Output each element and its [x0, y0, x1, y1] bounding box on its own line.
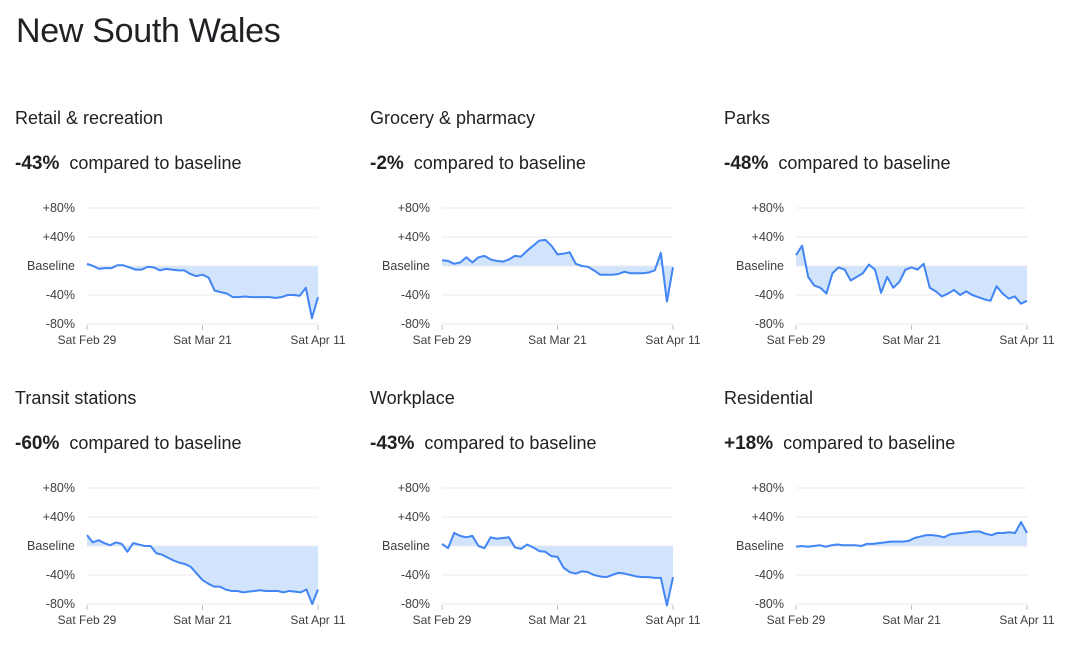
- chart-panel-residential: Residential +18% compared to baseline +80…: [724, 388, 1064, 648]
- y-tick-label: Baseline: [382, 259, 430, 273]
- x-tick-label: Sat Apr 11: [645, 613, 700, 627]
- y-tick-label: Baseline: [27, 259, 75, 273]
- series-line: [86, 534, 319, 605]
- chart-headline: -43% compared to baseline: [15, 153, 241, 175]
- y-tick-label: Baseline: [736, 259, 784, 273]
- area-fill: [442, 532, 673, 606]
- x-tick-label: Sat Feb 29: [413, 613, 472, 627]
- headline-text: compared to baseline: [424, 433, 597, 453]
- x-tick-label: Sat Apr 11: [290, 613, 345, 627]
- headline-value: +18%: [724, 433, 774, 454]
- y-tick-label: Baseline: [27, 539, 75, 553]
- y-tick-label: +40%: [43, 510, 75, 524]
- x-tick-label: Sat Feb 29: [58, 333, 117, 347]
- chart-title: Workplace: [370, 388, 455, 408]
- x-tick-label: Sat Apr 11: [999, 333, 1054, 347]
- chart-svg-grocery-pharmacy: +80% +40% Baseline -40% -80% Sat Feb 29 Sat Ma…: [382, 201, 701, 347]
- x-tick-label: Sat Mar 21: [173, 333, 232, 347]
- y-tick-label: +40%: [398, 230, 430, 244]
- headline-value: -43%: [370, 433, 415, 454]
- chart-title: Residential: [724, 388, 814, 408]
- chart-panel-workplace: Workplace -43% compared to baseline +80% +…: [370, 388, 710, 648]
- x-tick-label: Sat Feb 29: [767, 613, 826, 627]
- y-tick-label: -40%: [401, 288, 430, 302]
- series-line: [441, 238, 674, 303]
- x-tick-label: Sat Apr 11: [645, 333, 700, 347]
- chart-title: Parks: [724, 108, 771, 128]
- chart-headline: -2% compared to baseline: [370, 153, 586, 175]
- x-tick-label: Sat Feb 29: [413, 333, 472, 347]
- y-tick-label: +40%: [752, 510, 784, 524]
- y-tick-label: Baseline: [382, 539, 430, 553]
- headline-text: compared to baseline: [783, 433, 956, 453]
- y-tick-label: +80%: [398, 481, 430, 495]
- x-tick-label: Sat Mar 21: [882, 613, 941, 627]
- series-line: [795, 244, 1028, 305]
- series-line: [441, 531, 674, 607]
- area-fill: [87, 535, 318, 604]
- x-tick-label: Sat Apr 11: [999, 613, 1054, 627]
- series-line: [795, 521, 1028, 548]
- chart-panel-grocery-pharmacy: Grocery & pharmacy -2% compared to baseli…: [370, 108, 710, 368]
- area-fill: [796, 245, 1027, 304]
- y-tick-label: +40%: [752, 230, 784, 244]
- chart-headline: -60% compared to baseline: [15, 433, 241, 455]
- chart-svg-parks: +80% +40% Baseline -40% -80% Sat Feb 29 Sat Ma…: [736, 201, 1055, 347]
- headline-value: -2%: [370, 153, 404, 174]
- chart-title: Retail & recreation: [15, 108, 164, 128]
- chart-headline: -43% compared to baseline: [370, 433, 596, 455]
- y-tick-label: -80%: [755, 597, 784, 611]
- headline-text: compared to baseline: [69, 153, 242, 173]
- y-tick-label: -40%: [401, 568, 430, 582]
- area-fill: [87, 263, 318, 319]
- y-tick-label: -80%: [401, 317, 430, 331]
- y-tick-label: -80%: [401, 597, 430, 611]
- headline-value: -43%: [15, 153, 60, 174]
- x-tick-label: Sat Feb 29: [58, 613, 117, 627]
- x-tick-label: Sat Feb 29: [767, 333, 826, 347]
- y-tick-label: +40%: [43, 230, 75, 244]
- chart-svg-retail-recreation: +80% +40% Baseline -40% -80% Sat Feb 29 Sat Ma…: [27, 201, 346, 347]
- chart-headline: +18% compared to baseline: [724, 433, 955, 455]
- chart-headline: -48% compared to baseline: [724, 153, 950, 175]
- x-tick-label: Sat Mar 21: [528, 613, 587, 627]
- y-tick-label: +80%: [752, 481, 784, 495]
- y-tick-label: +80%: [43, 481, 75, 495]
- y-tick-label: -40%: [755, 288, 784, 302]
- area-fill: [796, 522, 1027, 547]
- y-tick-label: +80%: [43, 201, 75, 215]
- x-tick-label: Sat Apr 11: [290, 333, 345, 347]
- y-tick-label: -80%: [46, 597, 75, 611]
- y-tick-label: +40%: [398, 510, 430, 524]
- series-line: [86, 262, 319, 320]
- headline-value: -48%: [724, 153, 769, 174]
- chart-panel-retail-recreation: Retail & recreation -43% compared to base…: [15, 108, 355, 368]
- y-tick-label: -40%: [46, 568, 75, 582]
- chart-title: Grocery & pharmacy: [370, 108, 536, 128]
- chart-svg-transit-stations: +80% +40% Baseline -40% -80% Sat Feb 29 Sat Ma…: [27, 481, 346, 627]
- x-tick-label: Sat Mar 21: [882, 333, 941, 347]
- x-tick-label: Sat Mar 21: [173, 613, 232, 627]
- chart-panel-transit-stations: Transit stations -60% compared to baselin…: [15, 388, 355, 648]
- area-fill: [442, 239, 673, 302]
- page-title: New South Wales: [16, 12, 281, 50]
- headline-text: compared to baseline: [69, 433, 242, 453]
- chart-panel-parks: Parks -48% compared to baseline +80% +40% B…: [724, 108, 1064, 368]
- y-tick-label: -40%: [755, 568, 784, 582]
- chart-svg-residential: +80% +40% Baseline -40% -80% Sat Feb 29 Sat Ma…: [736, 481, 1055, 627]
- y-tick-label: Baseline: [736, 539, 784, 553]
- y-tick-label: -80%: [46, 317, 75, 331]
- chart-title: Transit stations: [15, 388, 137, 408]
- headline-text: compared to baseline: [778, 153, 951, 173]
- headline-value: -60%: [15, 433, 60, 454]
- y-tick-label: +80%: [398, 201, 430, 215]
- headline-text: compared to baseline: [413, 153, 586, 173]
- y-tick-label: +80%: [752, 201, 784, 215]
- x-tick-label: Sat Mar 21: [528, 333, 587, 347]
- y-tick-label: -40%: [46, 288, 75, 302]
- chart-svg-workplace: +80% +40% Baseline -40% -80% Sat Feb 29 Sat Ma…: [382, 481, 701, 627]
- y-tick-label: -80%: [755, 317, 784, 331]
